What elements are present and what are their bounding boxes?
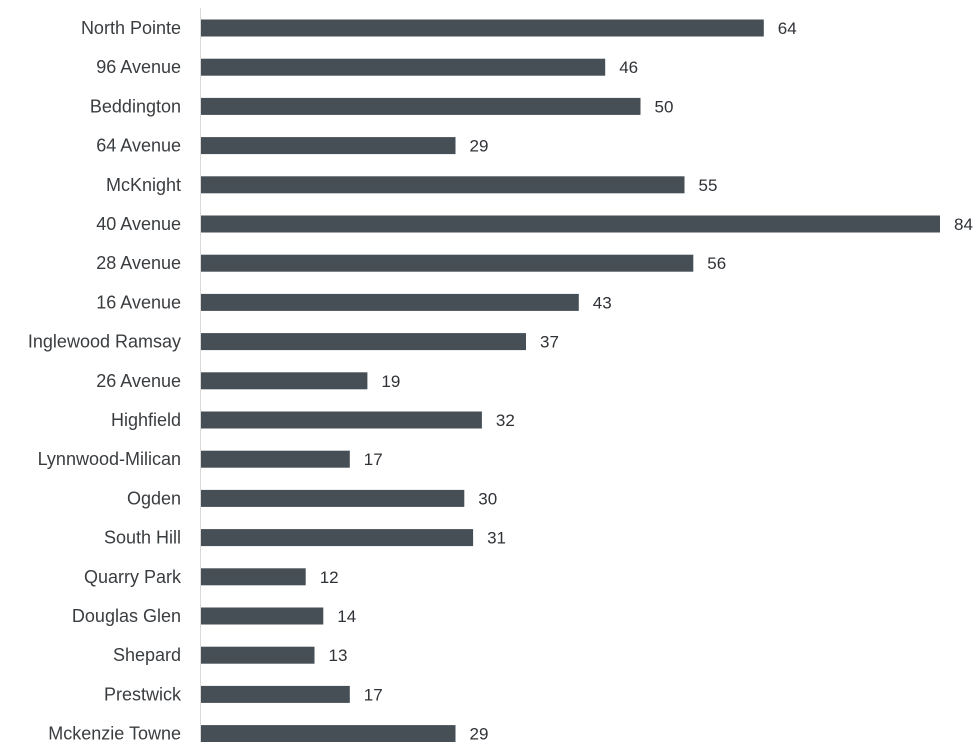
bar bbox=[201, 254, 694, 272]
value-label: 43 bbox=[593, 293, 612, 312]
value-label: 17 bbox=[364, 685, 383, 704]
value-label: 56 bbox=[707, 254, 726, 273]
bar bbox=[201, 293, 579, 311]
value-label: 37 bbox=[540, 333, 559, 352]
value-label: 31 bbox=[487, 529, 506, 548]
bar bbox=[201, 372, 368, 390]
bar bbox=[201, 685, 350, 703]
value-label: 14 bbox=[337, 607, 356, 626]
category-label: 26 Avenue bbox=[96, 371, 181, 391]
value-label: 29 bbox=[470, 725, 489, 742]
bar bbox=[201, 725, 456, 742]
category-label: 28 Avenue bbox=[96, 253, 181, 273]
value-label: 55 bbox=[699, 176, 718, 195]
category-label: South Hill bbox=[104, 528, 181, 548]
bar bbox=[201, 176, 685, 194]
bar bbox=[201, 97, 641, 115]
category-label: Highfield bbox=[111, 410, 181, 430]
value-label: 17 bbox=[364, 450, 383, 469]
value-label: 19 bbox=[381, 372, 400, 391]
category-label: Douglas Glen bbox=[72, 606, 181, 626]
bar bbox=[201, 568, 306, 586]
category-label: McKnight bbox=[106, 175, 181, 195]
value-label: 30 bbox=[478, 489, 497, 508]
category-label: Quarry Park bbox=[84, 567, 182, 587]
bar bbox=[201, 411, 482, 429]
value-labels-group: 64 46 50 29 55 84 56 43 37 19 32 17 30 31 12 14 13 17 29 bbox=[320, 19, 973, 742]
category-label: Ogden bbox=[127, 488, 181, 508]
value-label: 29 bbox=[470, 137, 489, 156]
bar bbox=[201, 489, 465, 507]
category-labels-group: North Pointe 96 Avenue Beddington 64 Avenue… bbox=[28, 18, 182, 742]
value-label: 12 bbox=[320, 568, 339, 587]
bar bbox=[201, 529, 474, 547]
value-label: 64 bbox=[778, 19, 797, 38]
bar bbox=[201, 19, 764, 37]
category-label: 40 Avenue bbox=[96, 214, 181, 234]
category-label: Lynnwood-Milican bbox=[38, 449, 181, 469]
bar bbox=[201, 450, 350, 468]
category-label: 64 Avenue bbox=[96, 136, 181, 156]
bar bbox=[201, 215, 940, 233]
category-label: North Pointe bbox=[81, 18, 181, 38]
bar bbox=[201, 333, 526, 351]
category-label: 16 Avenue bbox=[96, 292, 181, 312]
category-label: Beddington bbox=[90, 96, 181, 116]
bar bbox=[201, 646, 315, 664]
category-label: 96 Avenue bbox=[96, 57, 181, 77]
bar bbox=[201, 607, 324, 625]
value-label: 32 bbox=[496, 411, 515, 430]
value-label: 13 bbox=[329, 646, 348, 665]
category-label: Prestwick bbox=[104, 684, 182, 704]
value-label: 50 bbox=[655, 97, 674, 116]
bar bbox=[201, 58, 606, 76]
bar bbox=[201, 137, 456, 155]
value-label: 46 bbox=[619, 58, 638, 77]
category-label: Mckenzie Towne bbox=[48, 724, 181, 742]
value-label: 84 bbox=[954, 215, 973, 234]
bars-group bbox=[201, 19, 940, 742]
category-label: Shepard bbox=[113, 645, 181, 665]
category-label: Inglewood Ramsay bbox=[28, 332, 181, 352]
